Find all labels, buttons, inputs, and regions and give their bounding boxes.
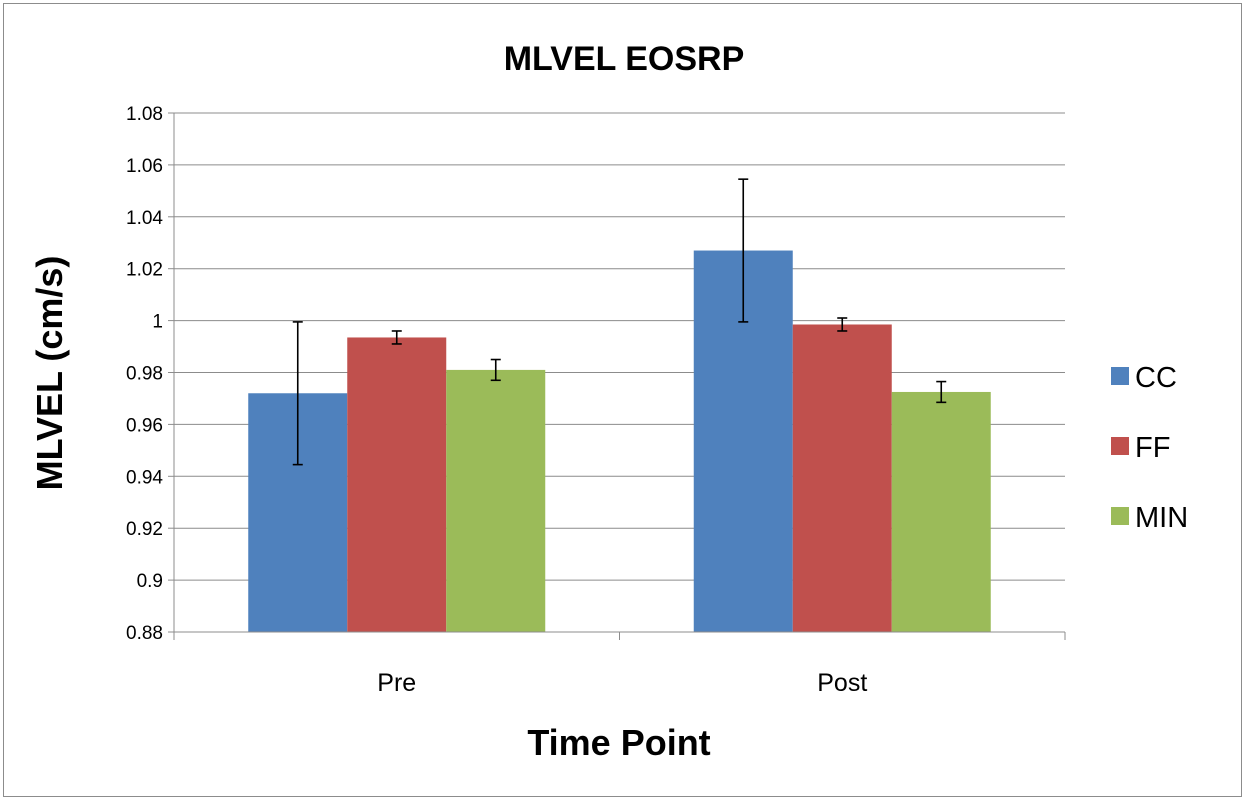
y-tick-label: 1.02	[126, 260, 163, 281]
y-tick-label: 1.04	[126, 208, 163, 229]
y-tick-label: 0.88	[126, 623, 163, 644]
bars	[248, 250, 991, 632]
error-bar-min-post	[936, 380, 947, 404]
error-bar-min-pre	[490, 358, 501, 382]
legend-swatch	[1111, 437, 1129, 455]
y-tick-label: 0.94	[126, 467, 163, 488]
error-bar-cc-post	[738, 178, 749, 323]
chart-title: MLVEL EOSRP	[504, 40, 745, 78]
legend-swatch	[1111, 367, 1129, 385]
x-axis-title: Time Point	[527, 722, 710, 763]
chart-frame	[3, 3, 1242, 797]
y-tick-labels: 0.88 0.9 0.92 0.94 0.96 0.98 1 1.02 1.04 1.06 1.08	[126, 104, 163, 644]
y-tick-label: 1.06	[126, 156, 163, 177]
x-category-label: Pre	[377, 669, 416, 697]
y-tick-label: 1	[152, 312, 163, 333]
bar-ff-pre	[347, 337, 447, 632]
y-tick-label: 1.08	[126, 104, 163, 125]
legend-item-min: MIN	[1111, 502, 1188, 534]
legend-label: MIN	[1135, 502, 1188, 534]
legend-item-ff: FF	[1111, 432, 1170, 464]
y-axis-title: MLVEL (cm/s)	[29, 256, 70, 491]
axes	[168, 112, 1066, 640]
error-bars	[292, 178, 947, 466]
legend-swatch	[1111, 507, 1129, 525]
x-category-label: Post	[817, 669, 867, 697]
legend: CC FF MIN	[1111, 362, 1188, 534]
y-tick-label: 0.96	[126, 415, 163, 436]
error-bar-cc-pre	[292, 321, 303, 466]
y-tick-label: 0.9	[137, 571, 163, 592]
legend-label: FF	[1135, 432, 1170, 464]
bar-min-post	[891, 391, 991, 632]
y-tick-label: 0.98	[126, 364, 163, 385]
bar-ff-post	[792, 324, 892, 632]
legend-item-cc: CC	[1111, 362, 1177, 394]
y-tick-label: 0.92	[126, 519, 163, 540]
error-bar-ff-post	[837, 317, 848, 332]
x-category-labels: Pre Post	[377, 669, 867, 697]
legend-label: CC	[1135, 362, 1177, 394]
bar-min-pre	[446, 369, 546, 632]
error-bar-ff-pre	[391, 330, 402, 345]
